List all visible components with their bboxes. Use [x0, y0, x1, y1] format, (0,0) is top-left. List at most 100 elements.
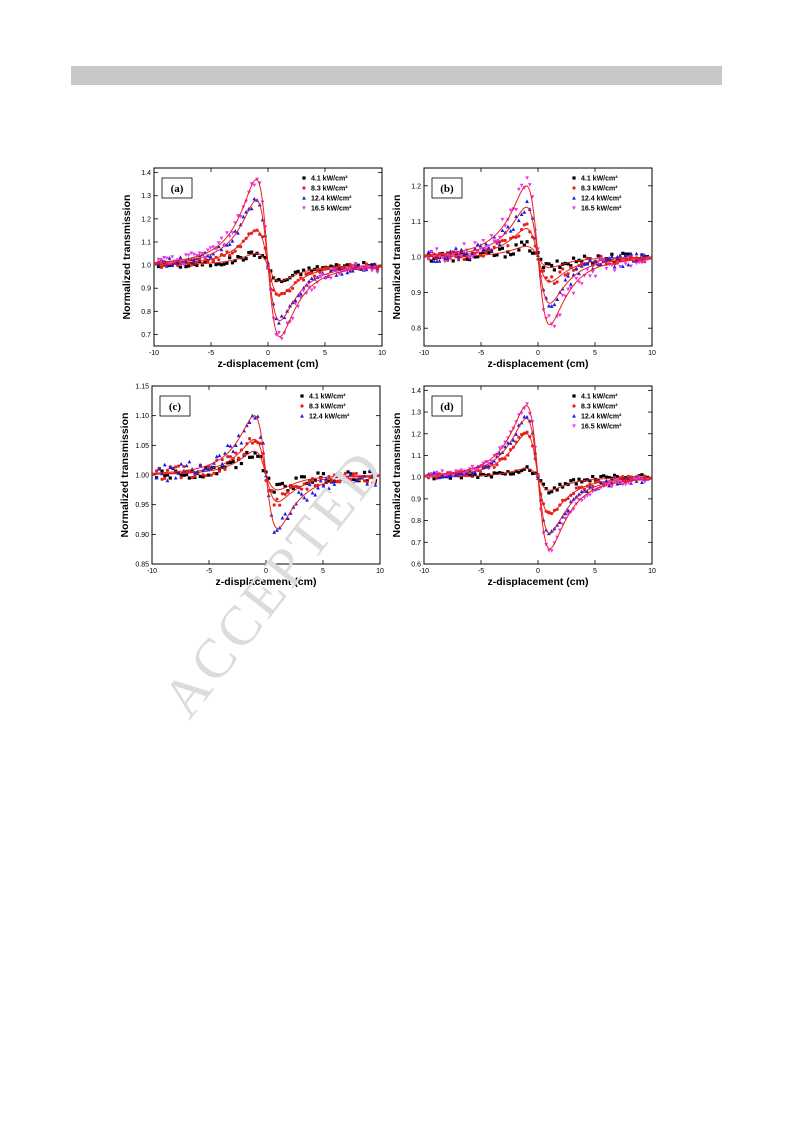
data-point — [162, 263, 166, 268]
data-point — [302, 186, 306, 190]
data-point — [156, 262, 161, 267]
data-point — [258, 255, 262, 260]
data-point — [168, 476, 172, 480]
legend-label: 12.4 kW/cm² — [581, 196, 622, 203]
y-tick-label: 0.9 — [411, 290, 421, 297]
data-point — [310, 490, 315, 495]
data-point — [327, 479, 331, 483]
data-point — [456, 251, 461, 256]
data-point — [517, 435, 521, 439]
data-point — [305, 498, 309, 502]
data-point — [464, 469, 469, 474]
data-point — [364, 262, 369, 266]
data-point — [541, 269, 546, 273]
data-point — [571, 256, 576, 260]
data-point — [206, 473, 211, 477]
y-tick-label: 0.9 — [411, 496, 421, 503]
data-point — [517, 470, 521, 474]
panel-label: (c) — [169, 401, 182, 413]
data-point — [634, 251, 639, 256]
data-point — [247, 420, 252, 425]
data-point — [184, 463, 189, 468]
data-point — [160, 469, 164, 473]
data-point — [506, 470, 510, 474]
data-point — [178, 255, 183, 259]
data-point — [473, 472, 477, 477]
data-point — [432, 470, 436, 475]
data-point — [253, 415, 257, 420]
legend-marker — [572, 424, 576, 428]
data-point — [326, 265, 330, 270]
data-point — [349, 479, 353, 483]
legend-label: 16.5 kW/cm² — [311, 206, 352, 213]
data-point — [544, 487, 548, 491]
data-point — [621, 251, 625, 255]
x-tick-label: 5 — [593, 568, 597, 575]
legend-label: 16.5 kW/cm² — [581, 424, 622, 431]
data-point — [503, 230, 508, 235]
data-point — [486, 244, 491, 248]
data-point — [219, 263, 224, 267]
data-point — [629, 264, 633, 269]
data-point — [201, 468, 205, 472]
data-point — [234, 465, 238, 470]
data-point — [462, 257, 466, 262]
data-point — [459, 468, 464, 473]
data-point — [454, 473, 458, 478]
data-point — [278, 503, 282, 507]
data-point — [318, 478, 323, 483]
y-tick-label: 1.1 — [141, 239, 151, 246]
data-point — [506, 224, 510, 229]
data-point — [294, 476, 298, 480]
data-point — [566, 508, 570, 512]
data-point — [332, 473, 336, 477]
data-point — [456, 254, 461, 259]
y-tick-label: 1.1 — [411, 219, 421, 226]
data-point — [285, 278, 289, 282]
y-tick-label: 0.9 — [141, 286, 151, 293]
data-point — [457, 474, 461, 478]
data-point — [525, 240, 529, 244]
data-point — [192, 258, 197, 262]
data-point — [291, 273, 295, 278]
data-point — [563, 482, 567, 486]
legend-label: 4.1 kW/cm² — [309, 394, 346, 401]
data-point — [640, 253, 644, 257]
data-point — [574, 260, 578, 264]
data-point — [620, 483, 625, 487]
data-point — [498, 240, 502, 244]
data-point — [555, 488, 559, 492]
data-point — [321, 483, 326, 488]
data-point — [316, 471, 320, 475]
data-point — [209, 473, 213, 477]
data-point — [484, 251, 488, 255]
data-point — [239, 461, 243, 466]
data-point — [574, 266, 579, 271]
data-point — [313, 492, 318, 497]
data-point — [246, 206, 251, 211]
data-point — [375, 270, 380, 275]
data-point — [610, 252, 614, 256]
data-point — [323, 266, 328, 270]
data-point — [241, 258, 245, 262]
data-point — [468, 473, 472, 477]
data-point — [176, 264, 180, 268]
y-tick-label: 1.0 — [411, 255, 421, 262]
chart-svg: -10 -5 0 5 10 0.8 0.9 1.0 1.1 1.2 z-displacement (… — [391, 167, 656, 370]
data-point — [503, 457, 507, 461]
data-point — [429, 259, 433, 263]
data-point — [279, 314, 284, 318]
data-point — [572, 414, 576, 418]
data-point — [239, 440, 244, 445]
legend-marker — [572, 394, 576, 398]
y-tick-label: 1.2 — [141, 216, 151, 223]
data-point — [497, 446, 502, 450]
series-points — [156, 177, 380, 341]
data-point — [495, 471, 499, 475]
data-point — [179, 476, 183, 480]
data-point — [197, 251, 202, 256]
data-point — [219, 236, 224, 241]
data-point — [300, 394, 304, 398]
data-point — [615, 475, 619, 479]
data-point — [557, 520, 562, 524]
